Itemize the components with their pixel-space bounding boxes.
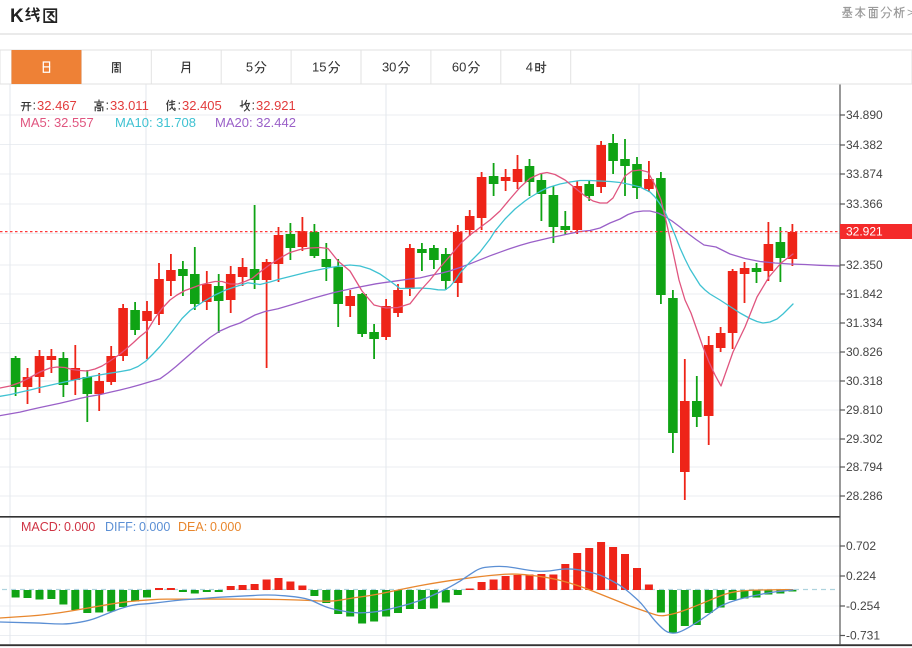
svg-text::: : (33, 98, 37, 113)
svg-text:31.334: 31.334 (846, 316, 883, 330)
svg-text:0.000: 0.000 (64, 520, 95, 534)
svg-text:-0.731: -0.731 (846, 629, 880, 643)
svg-text:32.350: 32.350 (846, 258, 883, 272)
svg-text:32.921: 32.921 (846, 225, 883, 239)
svg-text:MA5: 32.557: MA5: 32.557 (20, 115, 94, 130)
svg-text:34.382: 34.382 (846, 138, 883, 152)
svg-text:29.810: 29.810 (846, 403, 883, 417)
svg-text:MA20: 32.442: MA20: 32.442 (215, 115, 296, 130)
svg-text:MACD:: MACD: (21, 520, 61, 534)
svg-text:4: 4 (526, 60, 533, 75)
svg-text::: : (178, 98, 182, 113)
svg-text:0.702: 0.702 (846, 539, 876, 553)
svg-text:28.794: 28.794 (846, 460, 883, 474)
svg-text:0.000: 0.000 (139, 520, 170, 534)
svg-text:33.874: 33.874 (846, 167, 883, 181)
svg-text:5: 5 (246, 60, 253, 75)
svg-text::: : (252, 98, 256, 113)
svg-text:29.302: 29.302 (846, 432, 883, 446)
svg-text:DIFF:: DIFF: (105, 520, 136, 534)
svg-text:34.890: 34.890 (846, 108, 883, 122)
svg-text:0.000: 0.000 (210, 520, 241, 534)
svg-text:33.011: 33.011 (110, 98, 149, 113)
svg-text:DEA:: DEA: (178, 520, 207, 534)
svg-text:0.224: 0.224 (846, 569, 876, 583)
svg-text:33.366: 33.366 (846, 197, 883, 211)
svg-text:60: 60 (452, 60, 466, 75)
svg-text:>: > (907, 6, 912, 20)
svg-text:32.405: 32.405 (182, 98, 222, 113)
svg-text:-0.254: -0.254 (846, 599, 880, 613)
svg-text:MA10: 31.708: MA10: 31.708 (115, 115, 196, 130)
svg-text:31.842: 31.842 (846, 287, 883, 301)
svg-text:32.921: 32.921 (256, 98, 296, 113)
svg-text:K: K (10, 6, 24, 27)
svg-text:28.286: 28.286 (846, 489, 883, 503)
svg-text:15: 15 (312, 60, 326, 75)
svg-text:30: 30 (382, 60, 396, 75)
svg-text:32.467: 32.467 (37, 98, 77, 113)
svg-text::: : (106, 98, 110, 113)
svg-text:30.826: 30.826 (846, 345, 883, 359)
svg-text:30.318: 30.318 (846, 374, 883, 388)
